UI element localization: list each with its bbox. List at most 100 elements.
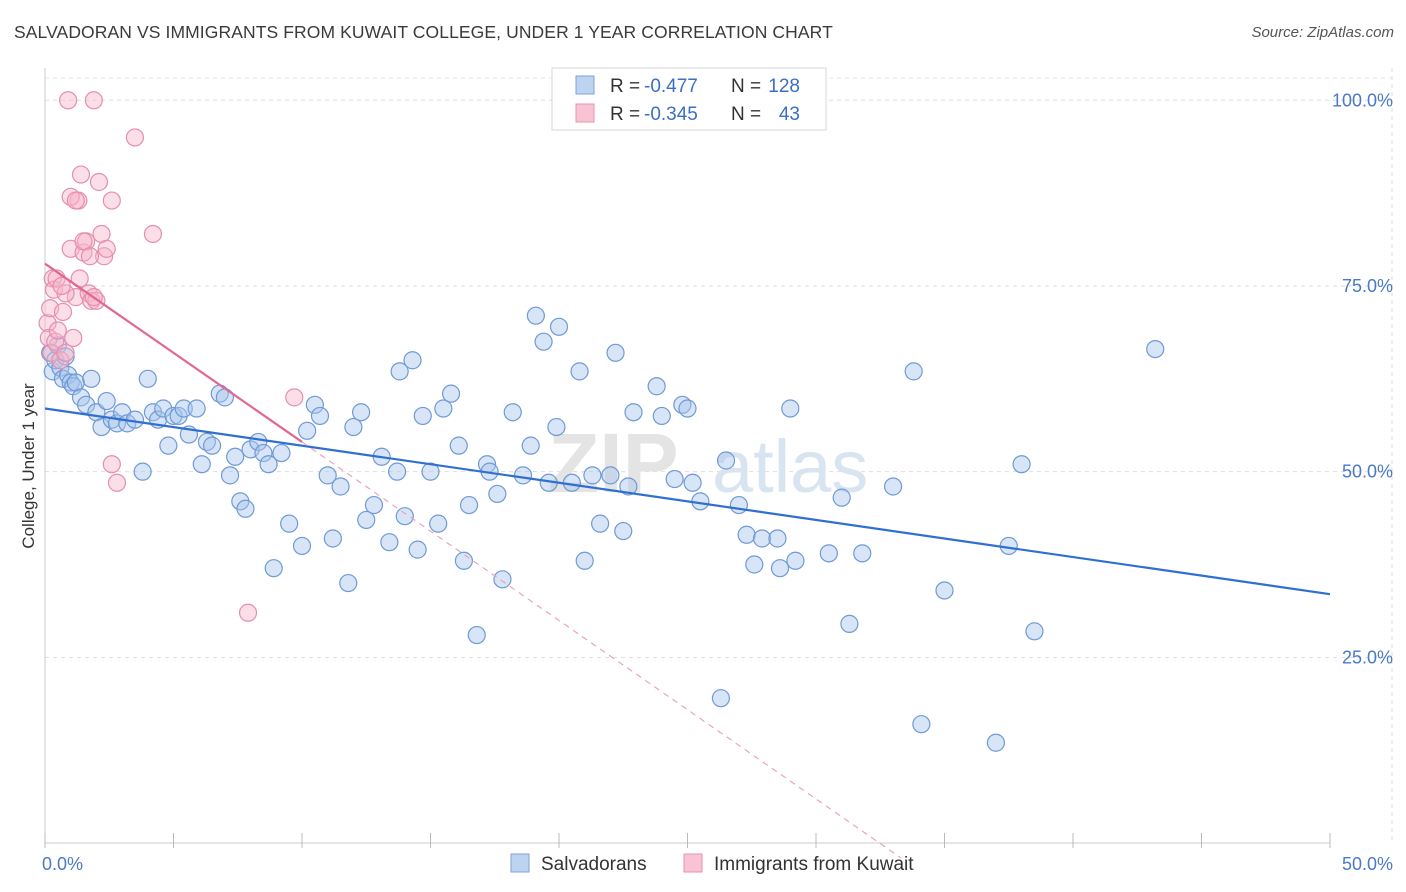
legend-box: R = -0.477 N = 128 R = -0.345 N = 43 [551,67,827,131]
salvadorans-point-87 [547,417,566,437]
salvadorans-point-128 [1146,339,1165,359]
salvadorans-point-55 [331,477,350,496]
kuwait-point-0 [38,313,57,333]
salvadorans-point-97 [619,477,638,496]
y-tick-label-3: 100.0% [1332,90,1393,110]
kuwait-point-11 [56,343,75,362]
salvadorans-point-48 [280,514,299,533]
salvadorans-point-23 [138,369,157,388]
bottom-legend-salvadorans: Salvadorans [541,854,647,875]
salvadorans-point-59 [357,510,376,530]
x-tick-label-0: 0.0% [42,854,83,874]
salvadorans-point-49 [292,536,312,556]
salvadorans-point-33 [192,455,211,474]
salvadorans-point-107 [716,451,736,470]
salvadorans-point-100 [652,406,671,426]
kuwait-point-39 [238,603,258,622]
legend-n-value-1: 128 [768,76,800,97]
y-tick-labels: 25.0% 50.0% 75.0% 100.0% [1332,90,1393,667]
kuwait-point-22 [84,91,103,110]
salvadorans-point-92 [583,466,602,485]
salvadorans-point-106 [711,689,731,708]
kuwait-point-17 [71,165,91,184]
salvadorans-point-52 [310,406,330,426]
salvadorans-points [41,306,1165,752]
legend-n-value-2: 43 [779,104,800,125]
salvadorans-point-47 [272,443,291,463]
salvadorans-point-79 [488,484,507,504]
salvadorans-trend-line [44,407,1331,596]
salvadorans-point-22 [133,462,152,481]
salvadorans-point-45 [259,455,278,474]
grid-lines [45,68,1393,843]
salvadorans-point-82 [513,466,533,485]
salvadorans-point-26 [154,399,173,418]
y-tick-label-2: 75.0% [1342,276,1393,296]
salvadorans-point-126 [1012,455,1031,474]
salvadorans-point-117 [832,488,851,507]
legend-n-label-2: N = [731,104,761,125]
salvadorans-point-39 [226,447,245,466]
salvadorans-point-104 [683,473,702,492]
salvadorans-point-51 [305,395,324,414]
salvadorans-point-28 [164,406,183,426]
salvadorans-point-84 [526,306,545,325]
legend-swatch-blue [575,75,595,95]
salvadorans-point-54 [323,529,342,548]
kuwait-trend-extension [301,441,902,859]
salvadorans-point-73 [449,436,468,455]
salvadorans-point-116 [819,544,838,563]
salvadorans-point-108 [729,495,749,515]
kuwait-points [38,91,304,622]
salvadorans-point-124 [986,733,1006,752]
kuwait-point-31 [66,191,85,210]
salvadorans-point-62 [380,533,399,552]
kuwait-point-24 [89,172,109,192]
salvadorans-point-32 [187,399,206,418]
kuwait-trend-line [44,262,303,443]
legend-r-label-2: R = [610,104,640,125]
kuwait-point-10 [53,302,73,322]
salvadorans-point-81 [503,403,522,422]
salvadorans-point-113 [770,559,790,578]
kuwait-point-29 [107,473,127,492]
kuwait-point-40 [285,388,304,407]
legend-swatch-pink [575,103,595,123]
legend-n-label-1: N = [731,76,761,97]
salvadorans-point-46 [264,559,283,578]
salvadorans-point-118 [840,614,859,633]
kuwait-point-27 [97,239,116,258]
salvadorans-point-121 [904,362,923,381]
legend-r-label-1: R = [610,76,640,97]
salvadorans-point-123 [935,581,954,600]
salvadorans-point-90 [570,362,589,381]
salvadorans-point-101 [665,469,684,489]
bottom-legend-swatch-kuwait [683,853,703,873]
salvadorans-point-71 [434,399,453,418]
watermark-zip: ZIP [548,416,679,510]
salvadorans-point-119 [853,544,872,563]
kuwait-point-12 [59,91,78,110]
salvadorans-point-83 [521,436,540,455]
salvadorans-point-65 [395,507,414,526]
salvadorans-point-60 [364,495,384,515]
kuwait-point-8 [48,321,67,340]
axes [44,68,1331,848]
salvadorans-point-111 [752,529,772,548]
salvadorans-point-115 [786,551,805,570]
salvadorans-point-112 [768,529,787,548]
salvadorans-point-96 [614,521,633,541]
kuwait-point-26 [95,247,114,266]
x-tick-labels: 0.0% 50.0% [42,854,1393,874]
kuwait-point-36 [52,276,71,296]
salvadorans-point-50 [298,421,317,440]
legend-r-value-1: -0.477 [644,76,698,97]
y-tick-label-0: 25.0% [1342,647,1393,667]
salvadorans-point-114 [781,399,800,418]
y-tick-label-1: 50.0% [1342,462,1393,482]
x-tick-label-1: 50.0% [1342,854,1393,874]
salvadorans-point-76 [467,625,486,645]
salvadorans-point-58 [352,403,371,422]
salvadorans-point-12 [77,395,96,414]
